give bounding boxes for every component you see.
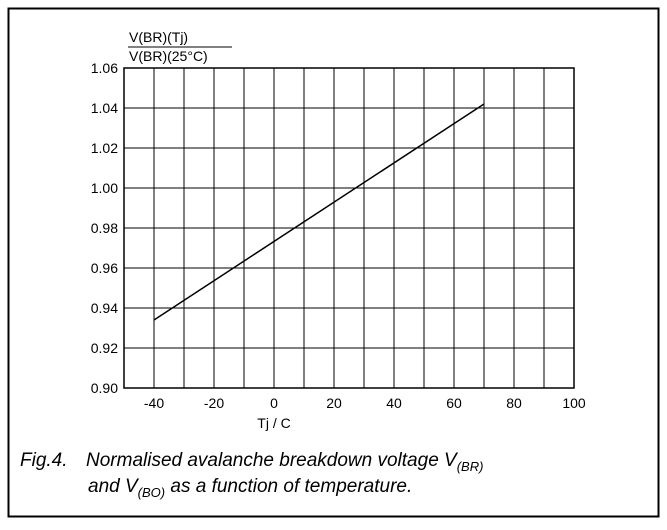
caption-sub: (BO) xyxy=(138,485,165,500)
x-tick-label: 40 xyxy=(386,395,402,411)
y-tick-label: 0.98 xyxy=(91,220,118,236)
y-tick-label: 1.06 xyxy=(91,60,118,76)
y-label-numerator: V(BR)(Tj) xyxy=(129,29,188,45)
caption-sub: (BR) xyxy=(457,459,484,474)
caption-text: Normalised avalanche breakdown voltage V xyxy=(86,450,459,471)
y-label-denominator: V(BR)(25°C) xyxy=(129,48,208,64)
y-tick-label: 0.92 xyxy=(91,340,118,356)
plot-frame xyxy=(123,67,575,389)
caption-line1: Normalised avalanche breakdown voltage V… xyxy=(86,450,483,474)
y-tick-label: 0.96 xyxy=(91,260,118,276)
x-tick-label: 20 xyxy=(326,395,342,411)
y-tick-label: 1.02 xyxy=(91,140,118,156)
y-tick-label: 1.00 xyxy=(91,180,118,196)
y-tick-label: 0.90 xyxy=(91,380,118,396)
caption-text: as a function of temperature. xyxy=(165,476,412,497)
x-axis-label: Tj / C xyxy=(257,415,290,431)
caption-line2: and V(BO) as a function of temperature. xyxy=(88,476,412,500)
x-tick-label: -20 xyxy=(204,395,224,411)
x-tick-label: 80 xyxy=(506,395,522,411)
x-tick-label: 0 xyxy=(270,395,278,411)
caption-text: and V xyxy=(88,476,140,497)
x-tick-label: 100 xyxy=(562,395,586,411)
y-tick-label: 1.04 xyxy=(91,100,118,116)
y-tick-label: 0.94 xyxy=(91,300,118,316)
data-line xyxy=(153,103,485,321)
x-tick-label: -40 xyxy=(144,395,164,411)
x-tick-label: 60 xyxy=(446,395,462,411)
caption-figure: Fig.4. xyxy=(20,450,68,471)
frame xyxy=(7,7,660,518)
